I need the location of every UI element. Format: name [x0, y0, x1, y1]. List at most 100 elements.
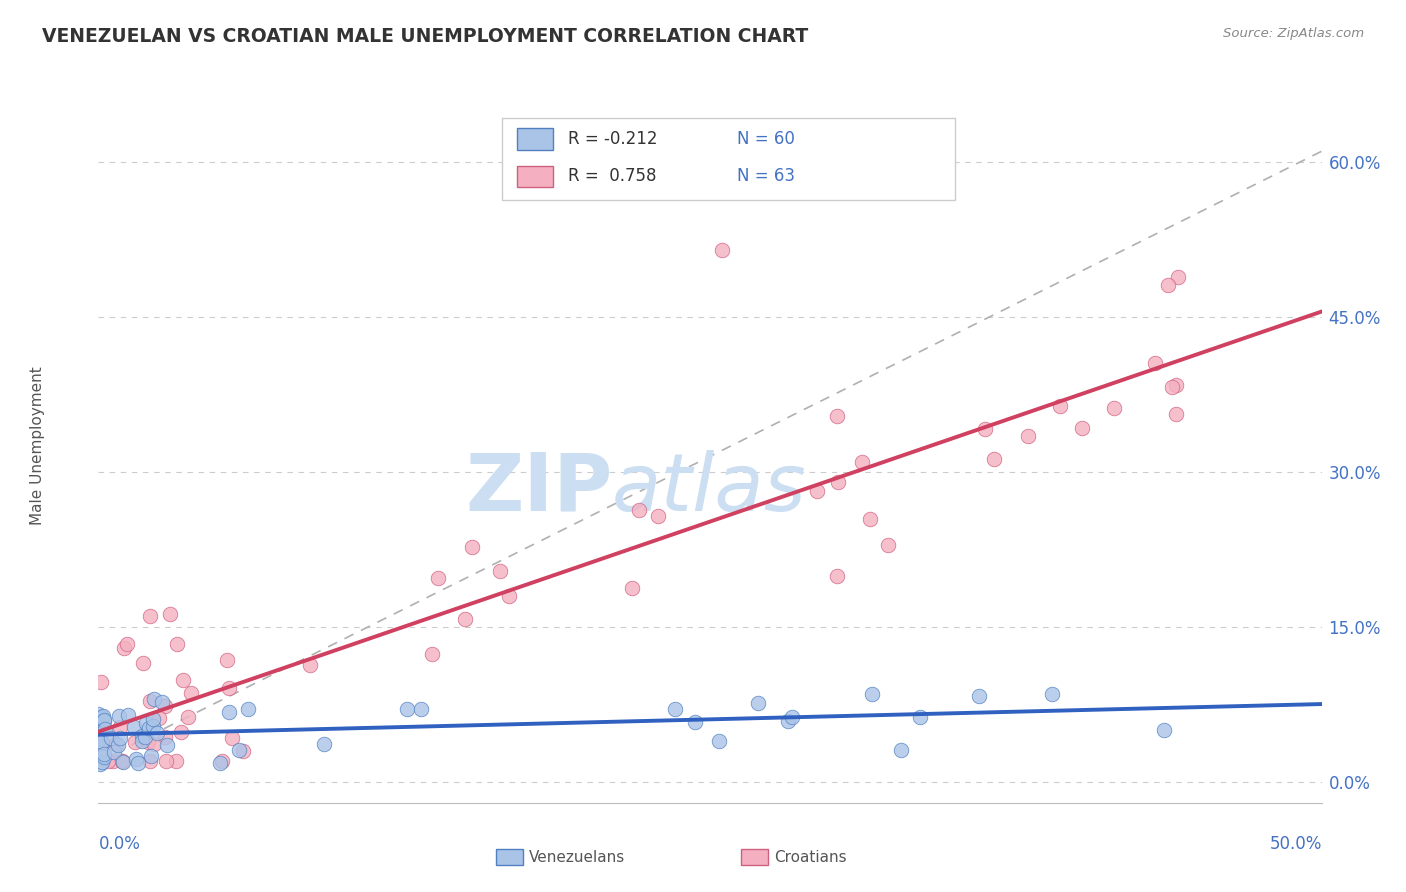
- Point: [1143, 356, 1166, 370]
- Point: [101, 755, 124, 769]
- Point: [127, 756, 149, 770]
- Point: [89, 721, 111, 735]
- Point: [143, 691, 166, 706]
- Point: [112, 640, 135, 655]
- Point: [454, 612, 477, 626]
- Point: [211, 755, 233, 769]
- Point: [707, 734, 730, 748]
- Text: ZIP: ZIP: [465, 450, 612, 528]
- Point: [685, 714, 707, 729]
- Point: [159, 607, 181, 621]
- Point: [395, 702, 418, 716]
- Point: [90, 717, 112, 731]
- Point: [232, 744, 254, 758]
- FancyBboxPatch shape: [741, 849, 768, 865]
- Point: [983, 451, 1005, 466]
- Point: [1040, 687, 1063, 701]
- Point: [103, 745, 125, 759]
- Point: [621, 581, 644, 595]
- Text: 50.0%: 50.0%: [1270, 835, 1322, 853]
- Point: [146, 726, 169, 740]
- Point: [97, 755, 120, 769]
- Point: [851, 455, 873, 469]
- Point: [108, 731, 131, 746]
- Point: [215, 653, 238, 667]
- Point: [299, 658, 322, 673]
- Text: Source: ZipAtlas.com: Source: ZipAtlas.com: [1223, 27, 1364, 40]
- Point: [747, 697, 769, 711]
- Point: [409, 702, 432, 716]
- Point: [170, 724, 193, 739]
- Point: [780, 710, 803, 724]
- FancyBboxPatch shape: [502, 118, 955, 200]
- Point: [100, 731, 122, 745]
- FancyBboxPatch shape: [496, 849, 523, 865]
- Point: [155, 730, 177, 744]
- Point: [111, 755, 134, 769]
- Point: [1070, 420, 1092, 434]
- Point: [627, 503, 650, 517]
- Point: [312, 738, 335, 752]
- Point: [1164, 378, 1187, 392]
- Text: Male Unemployment: Male Unemployment: [30, 367, 45, 525]
- Point: [138, 755, 160, 769]
- Point: [138, 721, 160, 735]
- Text: Venezuelans: Venezuelans: [529, 849, 626, 864]
- Point: [90, 735, 112, 749]
- Point: [112, 755, 135, 769]
- Point: [91, 735, 114, 749]
- Point: [1102, 401, 1125, 415]
- Point: [208, 756, 231, 771]
- Point: [142, 713, 165, 727]
- Point: [125, 752, 148, 766]
- Point: [87, 724, 110, 739]
- Point: [105, 737, 128, 751]
- Point: [90, 718, 112, 732]
- Point: [166, 637, 188, 651]
- Point: [93, 750, 115, 764]
- Point: [148, 711, 170, 725]
- Point: [806, 483, 828, 498]
- Point: [825, 569, 848, 583]
- Point: [131, 734, 153, 748]
- Point: [111, 755, 134, 769]
- Point: [776, 714, 799, 728]
- Point: [122, 720, 145, 734]
- Point: [136, 734, 159, 748]
- Point: [153, 698, 176, 713]
- Point: [218, 705, 240, 719]
- Point: [90, 675, 112, 690]
- Text: atlas: atlas: [612, 450, 807, 528]
- Point: [142, 718, 165, 732]
- Point: [132, 656, 155, 670]
- Point: [967, 689, 990, 703]
- Point: [107, 738, 129, 752]
- Point: [87, 706, 110, 721]
- Text: VENEZUELAN VS CROATIAN MALE UNEMPLOYMENT CORRELATION CHART: VENEZUELAN VS CROATIAN MALE UNEMPLOYMENT…: [42, 27, 808, 45]
- Point: [87, 719, 110, 733]
- Point: [141, 749, 163, 764]
- Point: [156, 738, 179, 752]
- Point: [135, 715, 157, 730]
- Point: [498, 589, 520, 603]
- Point: [711, 243, 734, 257]
- Point: [1017, 428, 1039, 442]
- Point: [155, 755, 177, 769]
- Point: [131, 729, 153, 743]
- Text: R = -0.212: R = -0.212: [568, 130, 658, 148]
- Point: [862, 687, 884, 701]
- Point: [93, 713, 115, 727]
- Point: [177, 710, 200, 724]
- Point: [94, 723, 117, 737]
- Point: [124, 735, 146, 749]
- Text: N = 60: N = 60: [737, 130, 794, 148]
- Point: [139, 609, 162, 624]
- Point: [87, 732, 110, 747]
- Point: [1153, 723, 1175, 737]
- Text: 0.0%: 0.0%: [98, 835, 141, 853]
- Point: [93, 714, 115, 728]
- Point: [221, 731, 243, 746]
- Point: [1167, 269, 1189, 284]
- FancyBboxPatch shape: [517, 128, 554, 150]
- Point: [117, 707, 139, 722]
